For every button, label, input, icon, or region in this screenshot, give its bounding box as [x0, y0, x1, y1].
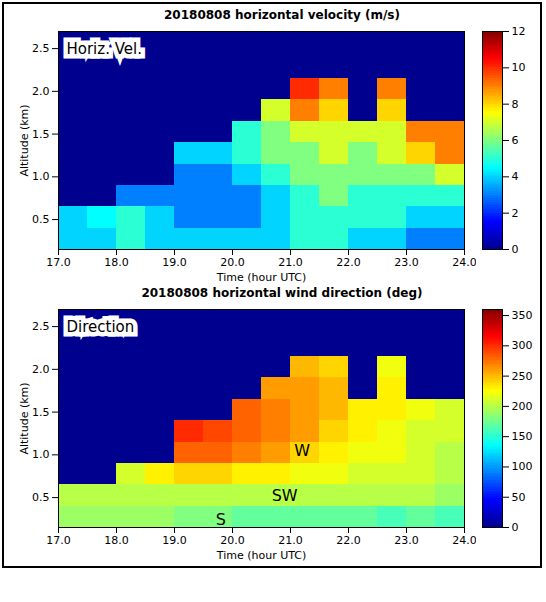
svg-text:20.0: 20.0	[220, 534, 245, 547]
svg-text:0.5: 0.5	[32, 213, 50, 226]
svg-text:50: 50	[512, 491, 526, 504]
svg-text:300: 300	[512, 339, 533, 352]
svg-text:2.5: 2.5	[32, 320, 50, 333]
svg-text:2.5: 2.5	[32, 42, 50, 55]
svg-text:100: 100	[512, 460, 533, 473]
svg-text:19.0: 19.0	[162, 534, 187, 547]
svg-text:Altitude (km): Altitude (km)	[18, 104, 31, 176]
svg-text:0: 0	[512, 243, 519, 256]
svg-text:21.0: 21.0	[278, 534, 303, 547]
svg-text:Horiz. Vel.: Horiz. Vel.	[67, 40, 142, 58]
svg-text:0: 0	[512, 521, 519, 534]
svg-text:18.0: 18.0	[104, 256, 129, 269]
svg-text:0.5: 0.5	[32, 491, 50, 504]
svg-text:250: 250	[512, 370, 533, 383]
html-text:20180808 horizontal wind direc: 20180808 horizontal wind direction (deg)	[141, 286, 423, 300]
svg-text:19.0: 19.0	[162, 256, 187, 269]
svg-text:12: 12	[512, 25, 526, 38]
svg-text:1.5: 1.5	[32, 406, 50, 419]
svg-text:1.0: 1.0	[32, 170, 50, 183]
html-text:20180808 horizontal velocity (: 20180808 horizontal velocity (m/s)	[164, 8, 400, 22]
svg-text:20.0: 20.0	[220, 256, 245, 269]
svg-text:Direction: Direction	[67, 318, 135, 336]
svg-text:21.0: 21.0	[278, 256, 303, 269]
svg-text:22.0: 22.0	[336, 256, 361, 269]
svg-text:8: 8	[512, 98, 519, 111]
svg-text:Time (hour UTC): Time (hour UTC)	[216, 271, 307, 284]
svg-text:23.0: 23.0	[394, 534, 419, 547]
svg-text:200: 200	[512, 400, 533, 413]
svg-text:SW: SW	[272, 486, 298, 505]
svg-text:22.0: 22.0	[336, 534, 361, 547]
svg-text:17.0: 17.0	[46, 256, 71, 269]
svg-text:W: W	[294, 441, 310, 460]
svg-text:150: 150	[512, 430, 533, 443]
svg-text:1.0: 1.0	[32, 448, 50, 461]
svg-text:10: 10	[512, 61, 526, 74]
svg-text:2: 2	[512, 207, 519, 220]
svg-text:1.5: 1.5	[32, 128, 50, 141]
svg-text:17.0: 17.0	[46, 534, 71, 547]
svg-text:Time (hour UTC): Time (hour UTC)	[216, 549, 307, 562]
svg-text:23.0: 23.0	[394, 256, 419, 269]
svg-text:Altitude (km): Altitude (km)	[18, 382, 31, 454]
svg-text:2.0: 2.0	[32, 85, 50, 98]
svg-text:6: 6	[512, 134, 519, 147]
svg-text:S: S	[216, 510, 226, 529]
svg-text:24.0: 24.0	[452, 256, 476, 269]
svg-text:4: 4	[512, 170, 519, 183]
svg-text:24.0: 24.0	[452, 534, 476, 547]
svg-text:2.0: 2.0	[32, 363, 50, 376]
svg-text:18.0: 18.0	[104, 534, 129, 547]
svg-text:350: 350	[512, 309, 533, 322]
